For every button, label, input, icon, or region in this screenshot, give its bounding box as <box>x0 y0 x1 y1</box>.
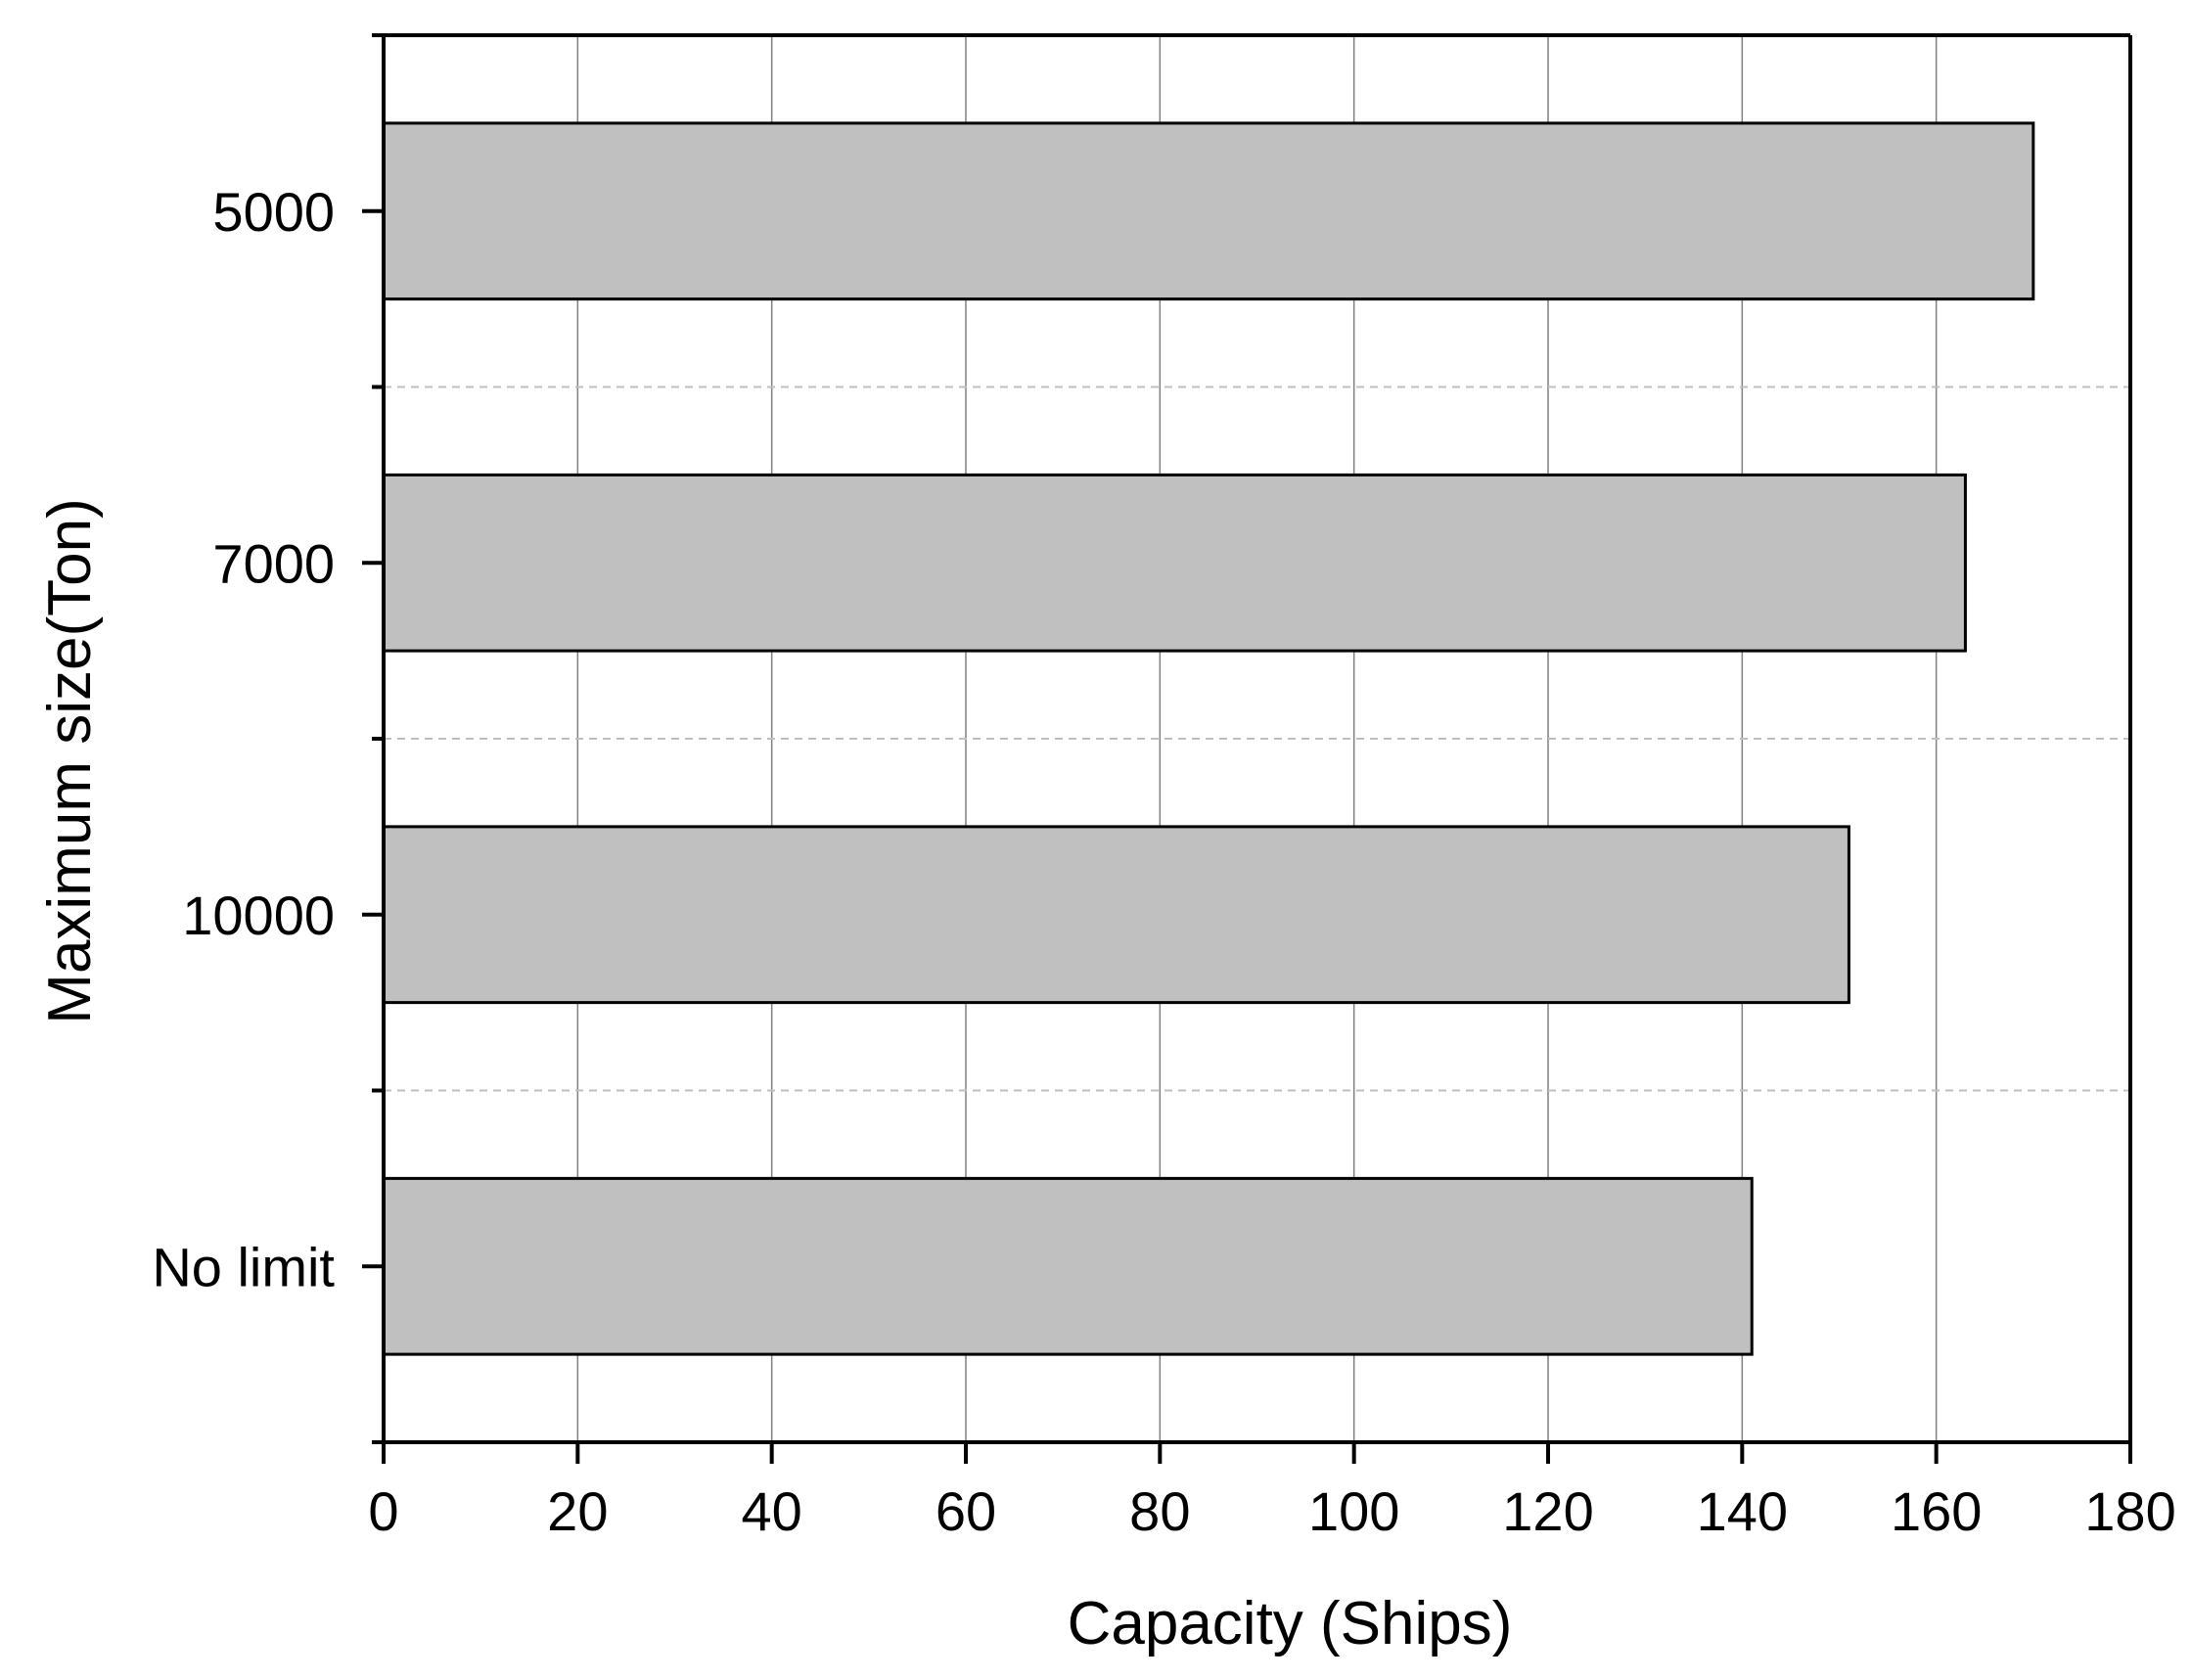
y-tick-label-5000: 5000 <box>212 181 335 243</box>
x-tick-label-120: 120 <box>1502 1480 1593 1542</box>
x-tick-label-140: 140 <box>1697 1480 1788 1542</box>
x-tick-label-180: 180 <box>2084 1480 2175 1542</box>
x-tick-label-80: 80 <box>1129 1480 1190 1542</box>
x-tick-label-60: 60 <box>936 1480 996 1542</box>
bar-5000 <box>382 121 2035 301</box>
y-tick-label-no-limit: No limit <box>152 1236 335 1297</box>
y-tick-label-10000: 10000 <box>182 885 335 946</box>
x-axis-title: Capacity (Ships) <box>1068 1590 1513 1657</box>
labels-layer: 0 20 40 60 80 100 120 140 160 180 5000 7000 10000 No … <box>152 181 2175 1542</box>
x-tick-label-20: 20 <box>547 1480 608 1542</box>
bar-no-limit <box>382 1176 1754 1356</box>
y-tick-label-7000: 7000 <box>212 532 335 594</box>
axes-layer <box>362 33 2132 1464</box>
y-axis-title: Maximum size(Ton) <box>36 498 104 1023</box>
bar-7000 <box>382 473 1967 653</box>
x-tick-label-100: 100 <box>1308 1480 1399 1542</box>
x-tick-label-160: 160 <box>1891 1480 1982 1542</box>
x-tick-label-0: 0 <box>368 1480 398 1542</box>
bar-10000 <box>382 825 1850 1005</box>
x-tick-label-40: 40 <box>742 1480 802 1542</box>
